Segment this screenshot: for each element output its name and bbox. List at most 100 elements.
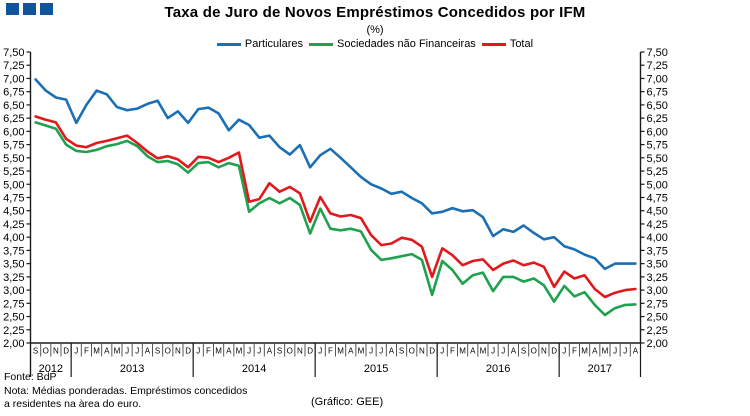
y-tick-label-right: 6,00 [647, 126, 668, 138]
month-label: A [633, 347, 639, 356]
y-tick-label-left: 4,75 [3, 193, 24, 205]
y-tick-label-right: 4,00 [647, 232, 668, 244]
y-tick-label-right: 3,50 [647, 259, 668, 271]
y-tick-label-left: 7,25 [3, 60, 24, 72]
month-label: J [257, 347, 261, 356]
month-label: A [145, 347, 151, 356]
y-tick-label-left: 3,75 [3, 245, 24, 257]
y-tick-label-right: 4,25 [647, 219, 668, 231]
y-tick-label-right: 2,00 [647, 338, 668, 350]
year-label: 2015 [364, 363, 388, 375]
y-tick-label-left: 6,75 [3, 87, 24, 99]
month-label: J [247, 347, 251, 356]
y-tick-label-right: 5,75 [647, 140, 668, 152]
y-tick-label-left: 4,00 [3, 232, 24, 244]
month-label: D [63, 347, 69, 356]
y-tick-label-left: 2,00 [3, 338, 24, 350]
month-label: D [551, 347, 557, 356]
month-label: J [135, 347, 139, 356]
month-label: O [409, 347, 415, 356]
y-tick-label-right: 4,75 [647, 193, 668, 205]
month-label: J [613, 347, 617, 356]
legend-item-sociedades: Sociedades não Financeiras [309, 38, 476, 50]
source-note: Fonte: BdP [4, 371, 57, 383]
month-label: J [491, 347, 495, 356]
y-tick-label-left: 7,00 [3, 73, 24, 85]
legend-swatch-total [481, 42, 506, 46]
y-tick-label-left: 6,25 [3, 113, 24, 125]
y-tick-label-right: 6,75 [647, 87, 668, 99]
month-label: D [429, 347, 435, 356]
y-tick-label-left: 3,00 [3, 285, 24, 297]
y-tick-label-right: 6,25 [647, 113, 668, 125]
month-label: J [125, 347, 129, 356]
y-tick-label-right: 3,25 [647, 272, 668, 284]
month-label: O [165, 347, 171, 356]
series-line-total [34, 115, 637, 299]
month-label: M [459, 347, 466, 356]
y-tick-label-right: 5,50 [647, 153, 668, 165]
month-label: J [369, 347, 373, 356]
month-label: J [501, 347, 505, 356]
y-tick-label-left: 5,00 [3, 179, 24, 191]
month-label: J [196, 347, 200, 356]
month-label: F [450, 347, 455, 356]
month-label: A [348, 347, 354, 356]
y-tick-label-left: 6,00 [3, 126, 24, 138]
y-tick-label-right: 6,50 [647, 100, 668, 112]
month-label: F [206, 347, 211, 356]
month-label: M [114, 347, 121, 356]
y-tick-label-right: 5,00 [647, 179, 668, 191]
y-tick-label-left: 5,25 [3, 166, 24, 178]
month-label: M [215, 347, 222, 356]
month-label: A [511, 347, 517, 356]
y-tick-label-left: 7,50 [3, 47, 24, 59]
month-label: F [84, 347, 89, 356]
y-tick-label-left: 2,25 [3, 325, 24, 337]
month-label: J [379, 347, 383, 356]
month-label: M [480, 347, 487, 356]
month-label: A [389, 347, 395, 356]
y-tick-label-left: 4,25 [3, 219, 24, 231]
series-line-sociedades-n-o-financeiras [34, 121, 637, 317]
y-tick-label-right: 7,50 [647, 47, 668, 59]
month-label: N [541, 347, 547, 356]
legend-item-total: Total [481, 38, 534, 50]
month-label: N [175, 347, 181, 356]
month-label: J [74, 347, 78, 356]
logo-square [23, 3, 36, 15]
legend-swatch-particulares [216, 42, 241, 46]
month-label: A [226, 347, 232, 356]
year-label: 2014 [242, 363, 266, 375]
month-label: A [592, 347, 598, 356]
month-label: O [531, 347, 537, 356]
footnote-line-1: Nota: Médias ponderadas. Empréstimos con… [4, 385, 248, 397]
y-tick-label-right: 3,00 [647, 285, 668, 297]
month-label: S [521, 347, 526, 356]
y-tick-label-left: 5,75 [3, 140, 24, 152]
month-label: A [104, 347, 110, 356]
graphic-credit: (Gráfico: GEE) [311, 396, 384, 408]
month-label: M [236, 347, 243, 356]
month-label: A [470, 347, 476, 356]
logo-square [40, 3, 53, 15]
month-label: A [267, 347, 273, 356]
logo-square [6, 3, 19, 15]
year-label: 2017 [588, 363, 612, 375]
legend-label-total: Total [509, 38, 534, 50]
month-label: M [602, 347, 609, 356]
y-tick-label-left: 2,50 [3, 312, 24, 324]
month-label: J [562, 347, 566, 356]
month-label: O [287, 347, 293, 356]
y-tick-label-left: 2,75 [3, 298, 24, 310]
y-tick-label-left: 4,50 [3, 206, 24, 218]
month-label: D [307, 347, 313, 356]
y-tick-label-right: 4,50 [647, 206, 668, 218]
month-label: J [623, 347, 627, 356]
month-label: M [581, 347, 588, 356]
series-line-particulares [34, 78, 637, 271]
month-label: F [328, 347, 333, 356]
month-label: N [297, 347, 303, 356]
